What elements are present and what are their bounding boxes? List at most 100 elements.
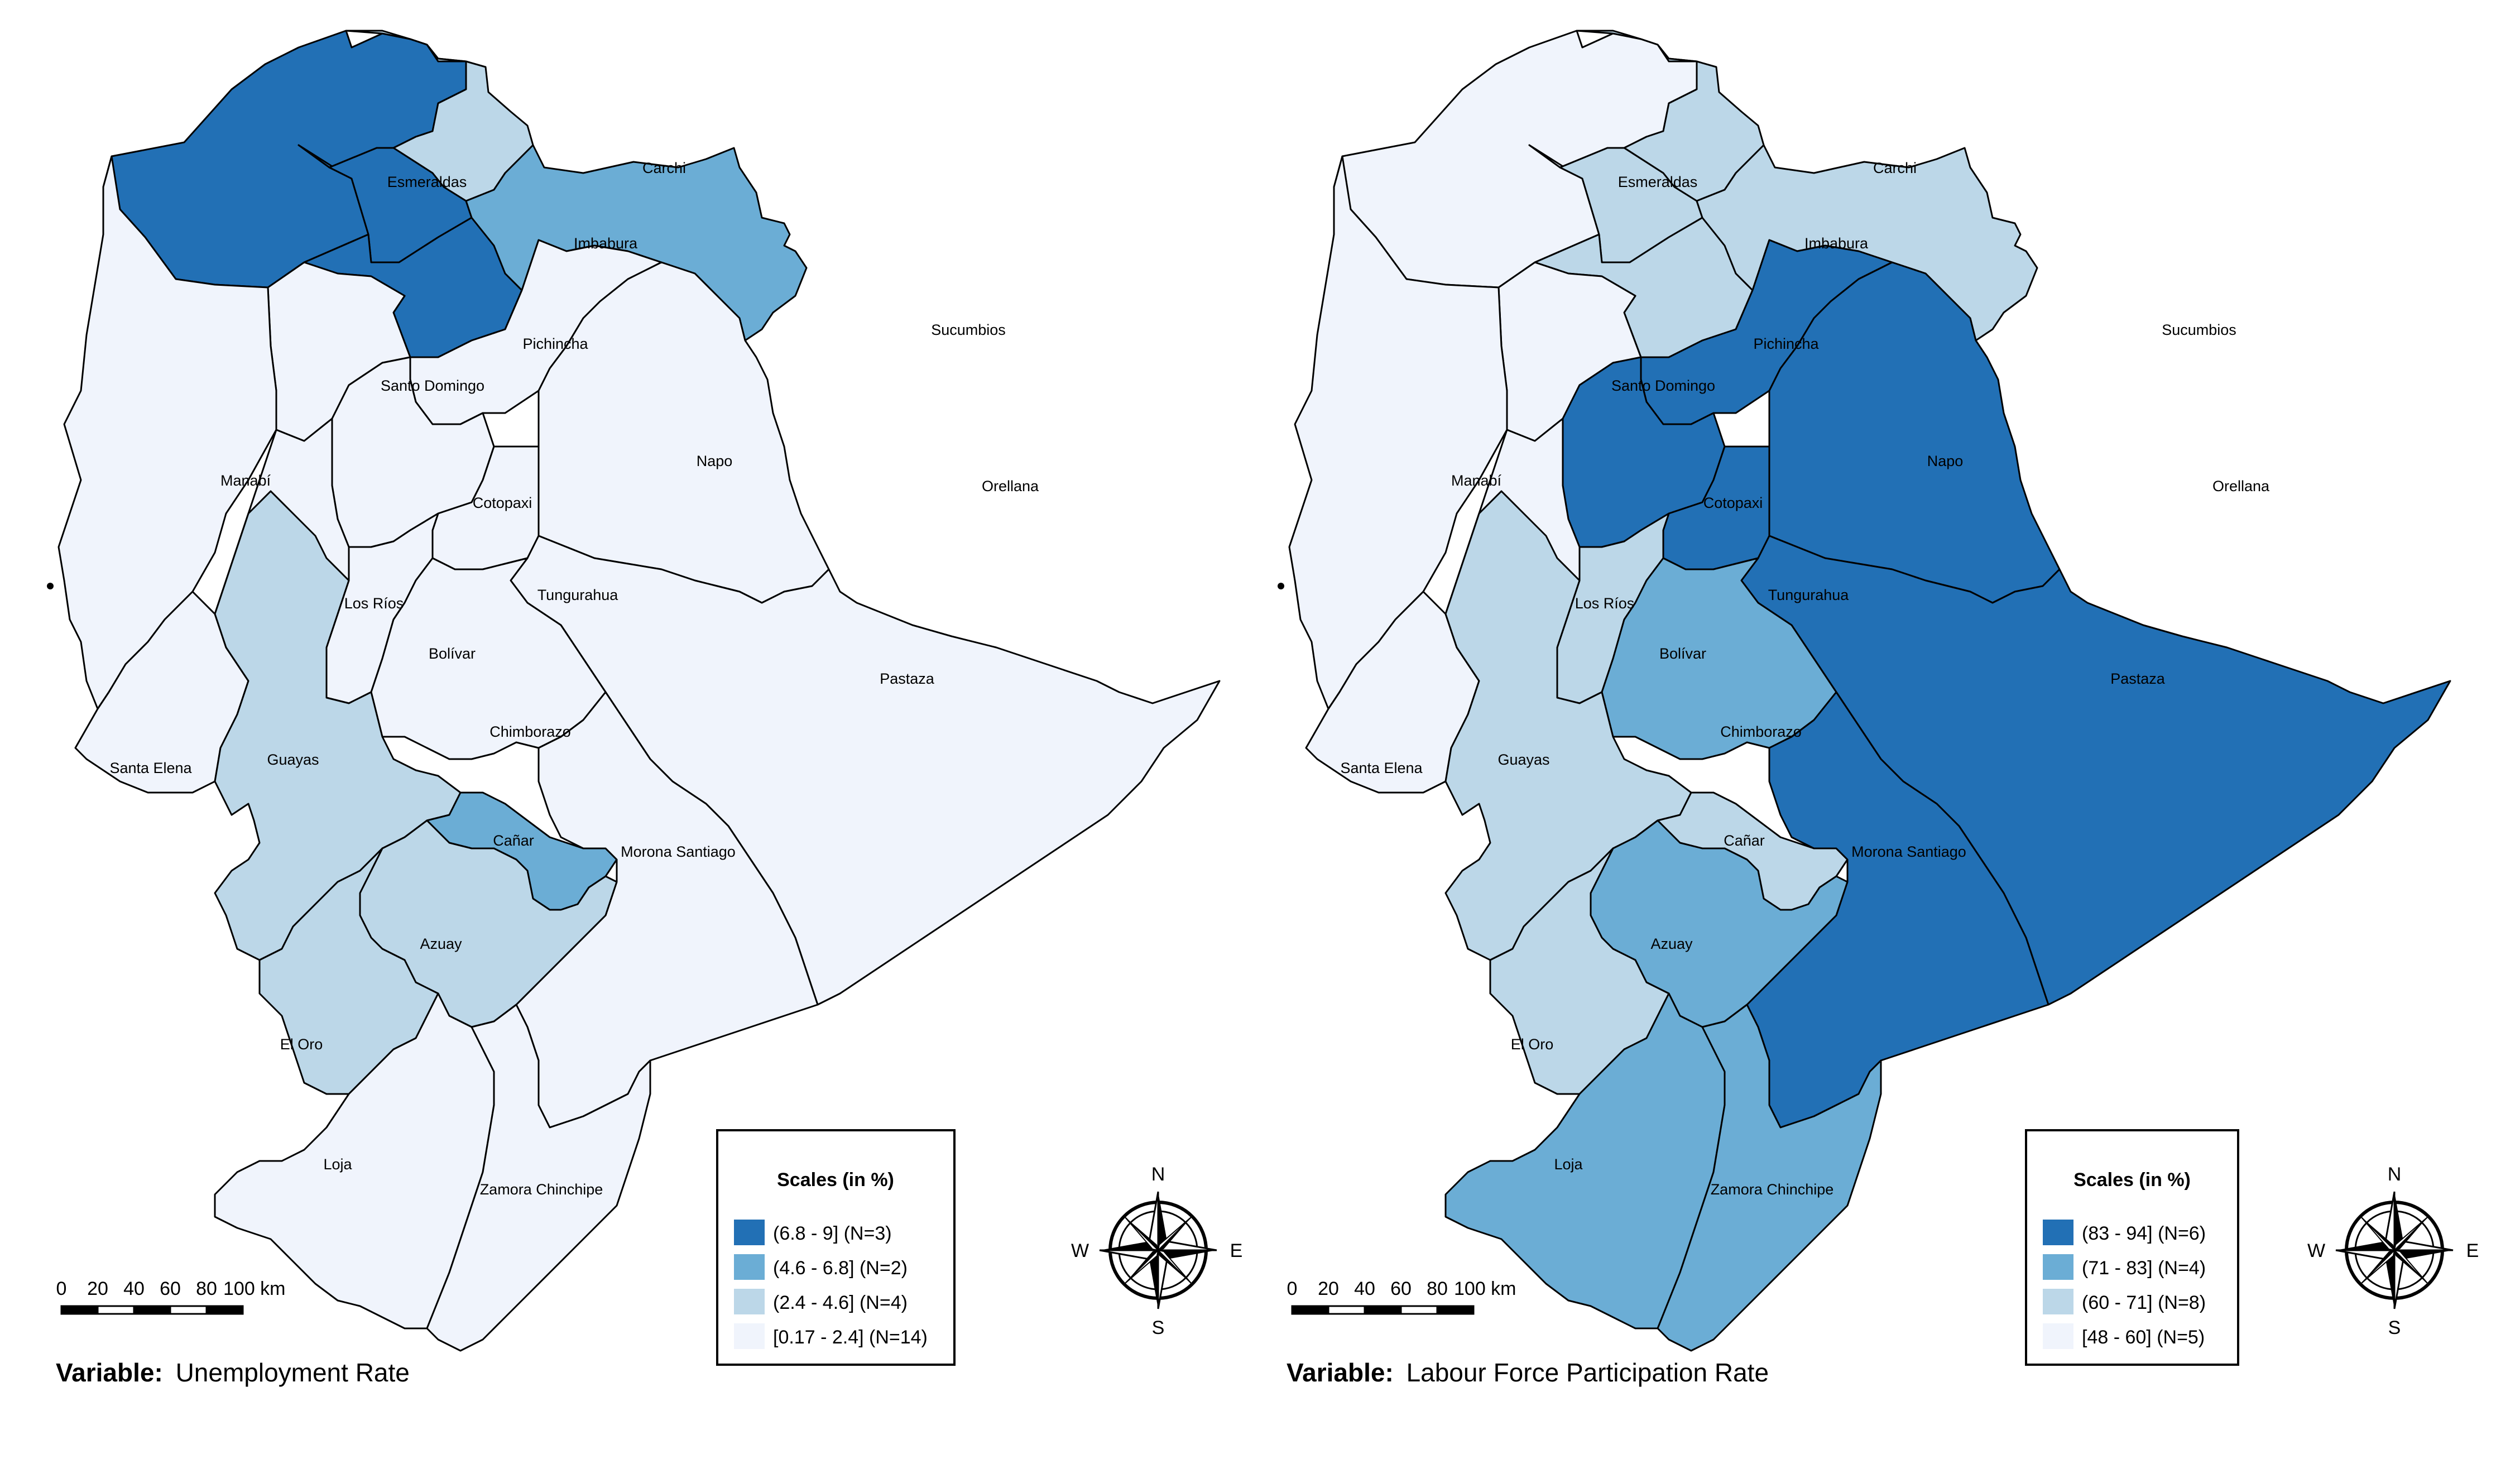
label-eloro: El Oro bbox=[280, 1036, 323, 1053]
scale-tick-20: 20 bbox=[1318, 1278, 1339, 1299]
province-labels: Esmeraldas Carchi Imbabura Pichincha Suc… bbox=[109, 160, 1039, 1198]
label-canar: Cañar bbox=[1724, 832, 1765, 849]
label-carchi: Carchi bbox=[642, 160, 686, 176]
label-zamora: Zamora Chinchipe bbox=[1711, 1181, 1834, 1198]
label-bolivar: Bolívar bbox=[1659, 645, 1706, 662]
variable-caption: Variable: Labour Force Participation Rat… bbox=[1287, 1358, 1769, 1387]
label-pastaza: Pastaza bbox=[2110, 670, 2166, 687]
label-tungurahua: Tungurahua bbox=[1768, 587, 1850, 603]
scale-tick-60: 60 bbox=[160, 1278, 181, 1299]
variable-label: Variable: bbox=[56, 1358, 163, 1387]
label-chimborazo: Chimborazo bbox=[1720, 723, 1802, 740]
label-pastaza: Pastaza bbox=[880, 670, 935, 687]
label-pichincha: Pichincha bbox=[1753, 335, 1819, 352]
scale-bar: 0 20 40 60 80 100 km bbox=[1287, 1278, 1516, 1315]
compass-e: E bbox=[1230, 1240, 1243, 1261]
label-bolivar: Bolívar bbox=[429, 645, 476, 662]
compass: N S E W bbox=[2307, 1164, 2479, 1338]
label-azuay: Azuay bbox=[420, 935, 462, 952]
label-imbabura: Imbabura bbox=[574, 235, 638, 252]
label-azuay: Azuay bbox=[1650, 935, 1693, 952]
province-sucumbios bbox=[1696, 144, 2038, 342]
legend-swatch bbox=[734, 1289, 765, 1314]
variable-caption: Variable: Unemployment Rate bbox=[56, 1358, 410, 1387]
label-santaelena: Santa Elena bbox=[1340, 760, 1423, 776]
compass-w: W bbox=[1071, 1240, 1089, 1261]
legend-swatch bbox=[734, 1323, 765, 1349]
compass-w: W bbox=[2307, 1240, 2325, 1261]
variable-name: Labour Force Participation Rate bbox=[1407, 1358, 1769, 1387]
label-orellana: Orellana bbox=[982, 478, 1039, 495]
province-labels: Esmeraldas Carchi Imbabura Pichincha Suc… bbox=[1340, 160, 2270, 1198]
label-cotopaxi: Cotopaxi bbox=[1703, 495, 1763, 511]
scale-tick-40: 40 bbox=[1354, 1278, 1375, 1299]
province-layer bbox=[1288, 30, 2451, 1352]
label-sucumbios: Sucumbios bbox=[931, 321, 1006, 338]
island-mark bbox=[1278, 583, 1284, 589]
label-santodomingo: Santo Domingo bbox=[1611, 377, 1715, 394]
label-losrios: Los Ríos bbox=[344, 595, 404, 612]
label-guayas: Guayas bbox=[1497, 751, 1549, 768]
province-chimborazo bbox=[370, 557, 607, 760]
label-esmeraldas: Esmeraldas bbox=[1618, 174, 1698, 190]
legend-label: (60 - 71] (N=8) bbox=[2082, 1292, 2206, 1313]
scale-tick-20: 20 bbox=[87, 1278, 108, 1299]
label-orellana: Orellana bbox=[2212, 478, 2270, 495]
label-loja: Loja bbox=[1554, 1156, 1583, 1173]
legend-swatch bbox=[2043, 1220, 2073, 1245]
legend-title: Scales (in %) bbox=[777, 1169, 894, 1191]
label-losrios: Los Ríos bbox=[1575, 595, 1635, 612]
scale-tick-0: 0 bbox=[1287, 1278, 1298, 1299]
legend-swatch bbox=[2043, 1323, 2073, 1349]
legend-label: (6.8 - 9] (N=3) bbox=[773, 1223, 892, 1244]
label-manabi: Manabí bbox=[220, 472, 271, 489]
variable-name: Unemployment Rate bbox=[176, 1358, 410, 1387]
island-mark bbox=[47, 583, 54, 589]
scale-tick-100: 100 km bbox=[1454, 1278, 1516, 1299]
legend-title: Scales (in %) bbox=[2073, 1169, 2191, 1191]
legend-label: (4.6 - 6.8] (N=2) bbox=[773, 1258, 908, 1279]
province-layer bbox=[57, 30, 1221, 1352]
legend: Scales (in %) (83 - 94] (N=6) (71 - 83] (… bbox=[2025, 1129, 2239, 1366]
legend: Scales (in %) (6.8 - 9] (N=3) (4.6 - 6.8]… bbox=[716, 1129, 956, 1366]
map-labour-force: Esmeraldas Carchi Imbabura Pichincha Suc… bbox=[1278, 30, 2479, 1387]
label-cotopaxi: Cotopaxi bbox=[473, 495, 532, 511]
compass-n: N bbox=[1151, 1164, 1165, 1185]
label-carchi: Carchi bbox=[1873, 160, 1917, 176]
label-guayas: Guayas bbox=[267, 751, 319, 768]
scale-tick-80: 80 bbox=[196, 1278, 217, 1299]
legend-swatch bbox=[734, 1254, 765, 1280]
legend-label: [48 - 60] (N=5) bbox=[2082, 1327, 2205, 1348]
province-sucumbios bbox=[465, 144, 808, 342]
legend-swatch bbox=[2043, 1254, 2073, 1280]
label-morona: Morona Santiago bbox=[1851, 843, 1966, 860]
label-tungurahua: Tungurahua bbox=[537, 587, 619, 603]
label-pichincha: Pichincha bbox=[522, 335, 588, 352]
scale-tick-100: 100 km bbox=[223, 1278, 286, 1299]
label-chimborazo: Chimborazo bbox=[489, 723, 571, 740]
label-santodomingo: Santo Domingo bbox=[381, 377, 484, 394]
legend-label: [0.17 - 2.4] (N=14) bbox=[773, 1327, 928, 1348]
label-eloro: El Oro bbox=[1511, 1036, 1554, 1053]
label-loja: Loja bbox=[323, 1156, 352, 1173]
label-sucumbios: Sucumbios bbox=[2162, 321, 2236, 338]
label-santaelena: Santa Elena bbox=[109, 760, 192, 776]
province-zamora bbox=[1657, 1004, 1882, 1352]
legend-label: (2.4 - 4.6] (N=4) bbox=[773, 1292, 908, 1313]
label-morona: Morona Santiago bbox=[621, 843, 736, 860]
label-napo: Napo bbox=[697, 453, 733, 469]
scale-tick-40: 40 bbox=[123, 1278, 145, 1299]
label-esmeraldas: Esmeraldas bbox=[387, 174, 467, 190]
scale-bar: 0 20 40 60 80 100 km bbox=[56, 1278, 286, 1315]
province-chimborazo bbox=[1601, 557, 1837, 760]
scale-tick-60: 60 bbox=[1390, 1278, 1412, 1299]
legend-swatch bbox=[734, 1220, 765, 1245]
label-canar: Cañar bbox=[493, 832, 534, 849]
legend-label: (83 - 94] (N=6) bbox=[2082, 1223, 2206, 1244]
province-zamora bbox=[426, 1004, 651, 1352]
label-zamora: Zamora Chinchipe bbox=[480, 1181, 603, 1198]
label-manabi: Manabí bbox=[1451, 472, 1502, 489]
scale-tick-80: 80 bbox=[1427, 1278, 1448, 1299]
legend-swatch bbox=[2043, 1289, 2073, 1314]
